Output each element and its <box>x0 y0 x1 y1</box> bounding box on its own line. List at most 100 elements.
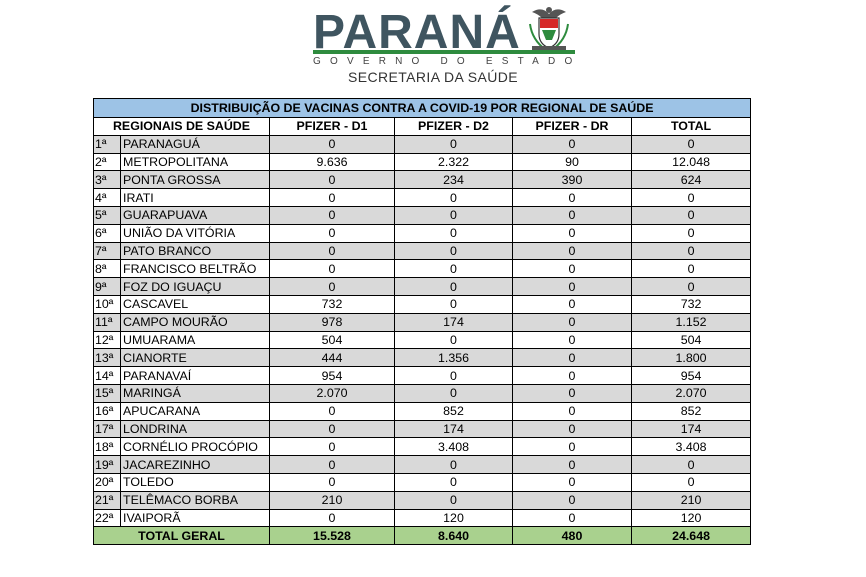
row-pfizer-dr: 0 <box>512 508 632 528</box>
row-pfizer-dr: 0 <box>512 134 632 154</box>
table-row: 7ª PATO BRANCO 0 0 0 0 <box>93 241 752 261</box>
row-pfizer-d2: 3.408 <box>394 437 513 457</box>
row-pfizer-d1: 0 <box>269 437 395 457</box>
row-total: 2.070 <box>630 383 752 403</box>
row-index: 10ª <box>93 294 121 314</box>
row-index: 19ª <box>93 455 121 474</box>
row-pfizer-d1: 0 <box>269 205 395 225</box>
row-total: 12.048 <box>630 152 752 172</box>
row-total: 0 <box>630 241 752 261</box>
row-total: 120 <box>630 508 752 528</box>
row-pfizer-dr: 0 <box>512 312 632 332</box>
row-total: 504 <box>630 330 752 350</box>
parana-state-seal-icon <box>529 7 569 51</box>
row-pfizer-d2: 174 <box>394 312 513 332</box>
row-regional-name: UNIÃO DA VITÓRIA <box>120 223 270 243</box>
row-pfizer-d2: 0 <box>394 241 513 261</box>
row-pfizer-d1: 0 <box>269 419 395 439</box>
row-regional-name: METROPOLITANA <box>120 152 270 172</box>
row-pfizer-d2: 0 <box>394 259 513 279</box>
table-row: 14ª PARANAVAÍ 954 0 0 954 <box>93 366 752 385</box>
row-regional-name: JACAREZINHO <box>120 455 270 474</box>
total-dr: 480 <box>512 526 632 546</box>
row-pfizer-dr: 0 <box>512 223 632 243</box>
row-pfizer-d2: 0 <box>394 472 513 492</box>
row-pfizer-d1: 0 <box>269 508 395 528</box>
row-regional-name: PONTA GROSSA <box>120 170 270 190</box>
total-d1: 15.528 <box>269 526 395 546</box>
row-pfizer-dr: 0 <box>512 490 632 510</box>
row-total: 732 <box>630 294 752 314</box>
row-pfizer-dr: 0 <box>512 383 632 403</box>
page-header: PARANÁ GOVERNO DO ESTADO SECRETARIA DA S… <box>0 0 866 92</box>
row-pfizer-d2: 0 <box>394 330 513 350</box>
row-total: 0 <box>630 277 752 296</box>
table-row: 9ª FOZ DO IGUAÇU 0 0 0 0 <box>93 277 752 296</box>
row-regional-name: LONDRINA <box>120 419 270 439</box>
row-pfizer-dr: 0 <box>512 241 632 261</box>
row-regional-name: APUCARANA <box>120 401 270 421</box>
column-header-total: TOTAL <box>630 117 752 136</box>
table-row: 8ª FRANCISCO BELTRÃO 0 0 0 0 <box>93 259 752 279</box>
row-index: 17ª <box>93 419 121 439</box>
row-pfizer-d1: 0 <box>269 223 395 243</box>
vaccine-distribution-table: DISTRIBUIÇÃO DE VACINAS CONTRA A COVID-1… <box>92 98 752 546</box>
row-pfizer-d2: 0 <box>394 383 513 403</box>
column-header-pfizer-d2: PFIZER - D2 <box>394 117 513 136</box>
row-pfizer-d1: 732 <box>269 294 395 314</box>
table-body: 1ª PARANAGUÁ 0 0 0 0 2ª METROPOLITANA 9.636 2.322… <box>93 134 752 528</box>
row-regional-name: IVAIPORÃ <box>120 508 270 528</box>
table-row: 3ª PONTA GROSSA 0 234 390 624 <box>93 170 752 190</box>
row-pfizer-d1: 0 <box>269 455 395 474</box>
header-accent-bar <box>313 50 575 54</box>
row-pfizer-d1: 0 <box>269 170 395 190</box>
table-row: 19ª JACAREZINHO 0 0 0 0 <box>93 455 752 474</box>
total-row: TOTAL GERAL 15.528 8.640 480 24.648 <box>93 526 752 546</box>
row-pfizer-d1: 504 <box>269 330 395 350</box>
row-pfizer-d1: 2.070 <box>269 383 395 403</box>
row-total: 624 <box>630 170 752 190</box>
row-regional-name: MARINGÁ <box>120 383 270 403</box>
table-row: 5ª GUARAPUAVA 0 0 0 0 <box>93 205 752 225</box>
total-total: 24.648 <box>630 526 752 546</box>
table-row: 6ª UNIÃO DA VITÓRIA 0 0 0 0 <box>93 223 752 243</box>
row-pfizer-dr: 0 <box>512 401 632 421</box>
row-total: 3.408 <box>630 437 752 457</box>
row-total: 0 <box>630 188 752 207</box>
row-pfizer-dr: 0 <box>512 472 632 492</box>
table-row: 18ª CORNÉLIO PROCÓPIO 0 3.408 0 3.408 <box>93 437 752 457</box>
table-row: 10ª CASCAVEL 732 0 0 732 <box>93 294 752 314</box>
row-regional-name: PARANAVAÍ <box>120 366 270 385</box>
row-pfizer-d2: 0 <box>394 366 513 385</box>
row-index: 5ª <box>93 205 121 225</box>
row-pfizer-d1: 0 <box>269 401 395 421</box>
row-total: 954 <box>630 366 752 385</box>
row-pfizer-d2: 120 <box>394 508 513 528</box>
row-index: 15ª <box>93 383 121 403</box>
row-pfizer-d1: 0 <box>269 241 395 261</box>
row-pfizer-d1: 444 <box>269 348 395 368</box>
row-index: 20ª <box>93 472 121 492</box>
row-regional-name: FOZ DO IGUAÇU <box>120 277 270 296</box>
row-index: 18ª <box>93 437 121 457</box>
table-row: 1ª PARANAGUÁ 0 0 0 0 <box>93 134 752 154</box>
table-row: 22ª IVAIPORÃ 0 120 0 120 <box>93 508 752 528</box>
row-pfizer-d1: 978 <box>269 312 395 332</box>
row-regional-name: CASCAVEL <box>120 294 270 314</box>
table-title-row: DISTRIBUIÇÃO DE VACINAS CONTRA A COVID-1… <box>92 98 752 118</box>
row-index: 8ª <box>93 259 121 279</box>
row-index: 21ª <box>93 490 121 510</box>
row-pfizer-d1: 0 <box>269 472 395 492</box>
row-regional-name: GUARAPUAVA <box>120 205 270 225</box>
table-row: 2ª METROPOLITANA 9.636 2.322 90 12.048 <box>93 152 752 172</box>
row-pfizer-d2: 0 <box>394 490 513 510</box>
table-row: 12ª UMUARAMA 504 0 0 504 <box>93 330 752 350</box>
row-pfizer-d2: 174 <box>394 419 513 439</box>
row-total: 0 <box>630 134 752 154</box>
row-total: 0 <box>630 205 752 225</box>
row-index: 14ª <box>93 366 121 385</box>
row-pfizer-dr: 0 <box>512 259 632 279</box>
row-regional-name: PARANAGUÁ <box>120 134 270 154</box>
table-row: 4ª IRATI 0 0 0 0 <box>93 188 752 207</box>
parana-logo-wordmark: PARANÁ <box>313 6 521 59</box>
